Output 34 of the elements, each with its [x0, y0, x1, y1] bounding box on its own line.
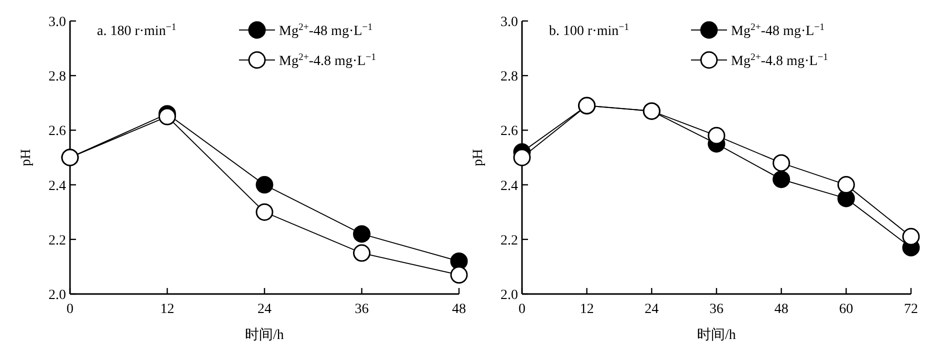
x-tick-label: 24: [644, 302, 659, 317]
x-tick-label: 48: [774, 302, 788, 317]
y-tick-label: 2.8: [500, 70, 518, 85]
y-tick-label: 2.2: [48, 233, 66, 248]
x-tick-label: 12: [160, 302, 174, 317]
y-tick-label: 2.4: [500, 178, 518, 194]
x-tick-label: 0: [518, 302, 526, 317]
chart-title: a. 180 r·min$^{−1}$: [97, 22, 176, 39]
x-tick-label: 24: [258, 302, 272, 317]
x-tick-label: 0: [66, 302, 74, 317]
y-tick-label: 2.6: [500, 124, 518, 140]
y-tick-label: 2.4: [48, 178, 66, 194]
y-tick-label: 3.0: [48, 15, 66, 30]
y-tick-label: 2.6: [48, 124, 66, 140]
y-axis-title: pH: [471, 148, 486, 166]
x-axis-title: 时间/h: [245, 327, 284, 343]
chart-title: b. 100 r·min$^{−1}$: [549, 22, 630, 39]
x-axis-title: 时间/h: [697, 327, 736, 343]
legend-label: Mg$^{2+}$-4.8 mg·L$^{−1}$: [731, 52, 828, 69]
x-tick-label: 12: [580, 302, 594, 317]
x-tick-label: 60: [839, 302, 854, 317]
x-tick-label: 72: [904, 302, 918, 317]
legend-label: Mg$^{2+}$-4.8 mg·L$^{−1}$: [279, 52, 376, 69]
y-tick-label: 2.8: [48, 70, 66, 85]
x-tick-label: 36: [710, 302, 724, 317]
x-tick-label: 36: [354, 302, 369, 317]
y-tick-label: 2.0: [500, 288, 518, 303]
y-tick-label: 2.2: [500, 233, 518, 248]
y-tick-label: 3.0: [500, 15, 518, 30]
y-axis-title: pH: [19, 148, 34, 166]
legend-label: Mg$^{2+}$-48 mg·L$^{−1}$: [731, 22, 825, 39]
legend-label: Mg$^{2+}$-48 mg·L$^{−1}$: [279, 22, 373, 39]
y-tick-label: 2.0: [48, 288, 66, 303]
x-tick-label: 48: [452, 302, 466, 317]
